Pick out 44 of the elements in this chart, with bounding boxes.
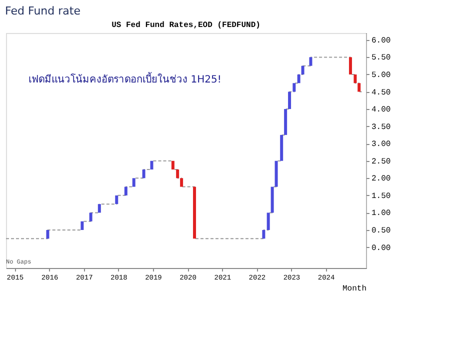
x-axis-title: Month: [342, 284, 367, 294]
bar: [354, 74, 357, 84]
bar: [132, 178, 136, 187]
bar: [171, 160, 174, 170]
bar: [150, 160, 154, 170]
y-tick-label: 6.00: [372, 36, 391, 46]
bar: [292, 83, 296, 92]
bar: [309, 57, 312, 66]
y-tick-label: 2.00: [372, 174, 391, 184]
bar: [176, 170, 180, 178]
bar: [262, 230, 266, 239]
y-tick-label: 3.00: [372, 140, 391, 150]
bar: [80, 221, 84, 230]
bar: [297, 74, 300, 84]
bar: [98, 204, 101, 213]
bar: [288, 92, 292, 110]
y-tick-label: 1.00: [372, 209, 391, 218]
y-tick-label: 0.00: [372, 244, 391, 253]
bar: [89, 212, 92, 222]
bar: [124, 186, 128, 196]
y-tick-label: 4.50: [372, 88, 391, 98]
bar: [280, 134, 284, 161]
chart-subtitle: US Fed Fund Rates,EOD (FEDFUND): [112, 21, 260, 30]
bar: [284, 109, 288, 135]
annotation: เฟดมีแนวโน้มคงอัตราดอกเบี้ยในช่วง 1H25!: [28, 72, 222, 86]
bar: [270, 186, 274, 213]
y-tick-label: 5.50: [372, 54, 391, 63]
y-tick-label: 4.00: [372, 106, 391, 115]
bar: [358, 83, 361, 92]
y-tick-label: 5.00: [372, 70, 391, 80]
bar: [274, 160, 278, 187]
bar: [348, 57, 352, 74]
y-tick-label: 3.50: [372, 122, 391, 132]
chart-title: Fed Fund rate: [5, 4, 81, 18]
bar: [115, 195, 118, 204]
y-tick-label: 0.50: [372, 226, 391, 236]
y-tick-label: 1.50: [372, 192, 391, 201]
bar: [142, 170, 146, 178]
bar: [266, 212, 270, 230]
bar: [46, 230, 50, 239]
y-tick-label: 2.50: [372, 157, 391, 166]
bar: [301, 66, 304, 74]
bar: [193, 186, 196, 239]
bar: [180, 178, 184, 187]
